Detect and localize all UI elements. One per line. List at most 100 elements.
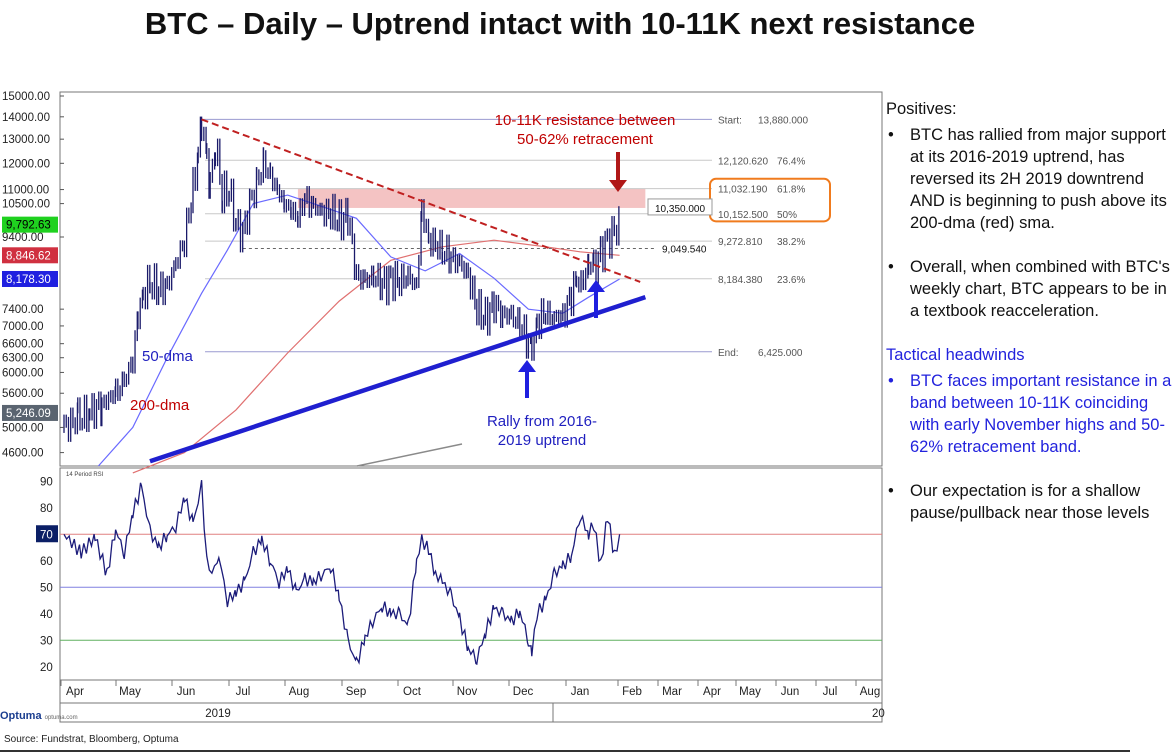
positive-bullet-2: Overall, when combined with BTC's weekly… <box>886 256 1174 322</box>
arrow-resistance-head <box>609 180 627 192</box>
fib-label-3: 10,152.500 <box>718 210 768 221</box>
fib-pct-3: 50% <box>777 210 797 221</box>
fib-pct-2: 61.8% <box>777 185 805 196</box>
rsi-series: 14 Period RSI 90 80 60 50 40 30 20 70 <box>36 472 882 674</box>
price-badge-label-3: 5,246.09 <box>6 408 51 420</box>
annotation-sma200: 200-dma <box>130 397 190 414</box>
month-label-3: Jul <box>236 686 251 698</box>
moving-averages <box>97 194 620 474</box>
logo-site: optuma.com <box>44 715 78 721</box>
rsi-pane <box>59 467 883 681</box>
price-badge-label-0: 9,792.63 <box>6 220 51 232</box>
fibonacci-levels: Start: 13,880.000 12,120.620 76.4% 11,032.19… <box>201 115 831 359</box>
fib-pct-4: 38.2% <box>777 237 805 248</box>
slide-title: BTC – Daily – Uptrend intact with 10-11K… <box>144 6 976 41</box>
price-tick-label-11: 6000.00 <box>2 367 44 379</box>
annotation-rally-1: Rally from 2016- <box>487 413 597 430</box>
downtrend-line <box>201 118 641 283</box>
month-label-8: Dec <box>513 686 534 698</box>
rsi-title: 14 Period RSI <box>66 472 104 478</box>
rsi-badge <box>36 525 58 543</box>
price-tick-label-5: 10500.00 <box>2 199 50 211</box>
price-badge-1 <box>2 247 58 264</box>
resistance-band-rect <box>297 188 646 208</box>
annotation-sma50: 50-dma <box>142 348 194 365</box>
trendlines <box>149 118 647 467</box>
grey-trend-segment <box>356 443 463 467</box>
price-series <box>63 116 620 442</box>
price-badge-label-2: 8,178.30 <box>6 274 51 286</box>
year-label-0: 2019 <box>205 708 231 720</box>
price-tick-label-8: 7000.00 <box>2 321 44 333</box>
bottom-rule <box>0 750 1130 752</box>
month-label-11: Mar <box>662 686 682 698</box>
level-box-0 <box>647 198 713 216</box>
sma200-line <box>132 239 620 474</box>
month-label-7: Nov <box>457 686 478 698</box>
price-tick-label-6: 9400.00 <box>2 232 44 244</box>
fib-value-0: 13,880.000 <box>758 115 808 126</box>
month-label-0: Apr <box>66 686 84 698</box>
price-tick-label-2: 13000.00 <box>2 134 50 146</box>
logo-text: Optuma <box>0 710 42 722</box>
headwind-bullet-2: Our expectation is for a shallow pause/p… <box>886 480 1174 524</box>
positive-bullet-1: BTC has rallied from major support at it… <box>886 124 1174 234</box>
month-label-1: May <box>119 686 141 698</box>
month-label-13: May <box>739 686 761 698</box>
price-tick-label-13: 5000.00 <box>2 422 44 434</box>
month-label-14: Jun <box>781 686 800 698</box>
price-tick-label-7: 7400.00 <box>2 304 44 316</box>
year-label-1: 20 <box>872 708 885 720</box>
level-label-0: 10,350.000 <box>655 204 705 215</box>
price-axis: 15000.00 14000.00 13000.00 12000.00 11000.00… <box>2 91 64 460</box>
rsi-tick-label-3: 60 <box>40 556 53 568</box>
price-badge-label-1: 8,846.62 <box>6 250 51 262</box>
arrow-breakout-head <box>587 280 605 292</box>
month-label-6: Oct <box>403 686 422 698</box>
month-label-12: Apr <box>703 686 721 698</box>
fib-label-6: End: <box>718 348 739 359</box>
rsi-tick-label-5: 40 <box>40 609 53 621</box>
month-label-4: Aug <box>289 686 309 698</box>
annotation-resistance-1: 10-11K resistance between <box>495 112 676 129</box>
optuma-logo: Optuma optuma.com <box>0 710 78 722</box>
month-label-10: Feb <box>622 686 642 698</box>
price-tick-label-4: 11000.00 <box>2 185 49 197</box>
fib-pct-1: 76.4% <box>777 156 805 167</box>
fib-label-0: Start: <box>718 115 742 126</box>
price-tick-label-3: 12000.00 <box>2 158 50 170</box>
fib-label-4: 9,272.810 <box>718 237 763 248</box>
price-tick-label-1: 14000.00 <box>2 112 50 124</box>
uptrend-line <box>149 295 647 464</box>
fib-pct-5: 23.6% <box>777 275 805 286</box>
fib-label-1: 12,120.620 <box>718 156 768 167</box>
annotation-rally-2: 2019 uptrend <box>498 432 586 449</box>
resistance-band <box>297 188 646 208</box>
price-tick-label-12: 5600.00 <box>2 388 44 400</box>
month-label-16: Aug <box>860 686 880 698</box>
price-tick-label-9: 6600.00 <box>2 339 44 351</box>
rsi-tick-label-6: 30 <box>40 635 53 647</box>
sma50-line <box>97 194 620 467</box>
commentary-panel: Positives: BTC has rallied from major su… <box>886 98 1174 546</box>
headwinds-heading: Tactical headwinds <box>886 346 1025 364</box>
price-badges: 9,792.63 8,846.62 8,178.30 5,246.09 <box>2 216 58 421</box>
price-tick-label-10: 6300.00 <box>2 353 44 365</box>
price-tick-label-0: 15000.00 <box>2 91 50 103</box>
month-label-9: Jan <box>571 686 590 698</box>
price-badge-0 <box>2 216 58 233</box>
annotations: 10-11K resistance between 50-62% retracem… <box>130 112 675 449</box>
fib-label-5: 8,184.380 <box>718 275 763 286</box>
month-label-2: Jun <box>177 686 196 698</box>
rsi-tick-label-1: 80 <box>40 503 53 515</box>
annotation-resistance-2: 50-62% retracement <box>517 131 654 148</box>
price-tick-label-14: 4600.00 <box>2 448 44 460</box>
rsi-tick-label-7: 20 <box>40 662 53 674</box>
price-badge-3 <box>2 404 58 421</box>
arrow-rally-head <box>518 360 536 372</box>
btc-daily-chart: Start: 13,880.000 12,120.620 76.4% 11,032.19… <box>2 91 885 723</box>
rsi-tick-label-0: 90 <box>40 476 53 488</box>
month-label-5: Sep <box>346 686 366 698</box>
level-label-1: 9,049.540 <box>662 244 707 255</box>
price-badge-2 <box>2 270 58 287</box>
